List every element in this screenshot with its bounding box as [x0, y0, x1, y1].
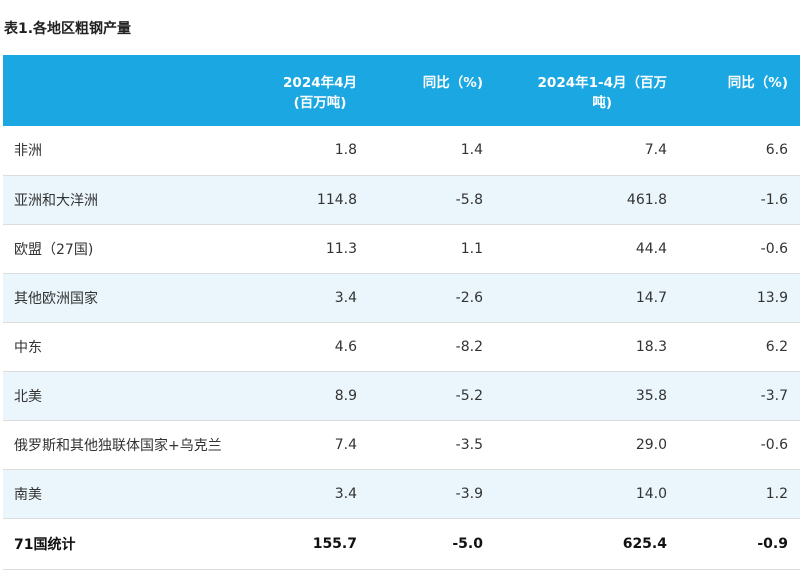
cell-april: 8.9	[334, 387, 357, 404]
cell-ytd-yoy: 6.2	[765, 338, 788, 355]
cell-ytd: 44.4	[635, 240, 667, 257]
cell-april: 1.8	[334, 142, 357, 159]
cell-april-yoy: -3.5	[455, 436, 483, 453]
table-row: 非洲 1.8 1.4 7.4 6.6	[3, 126, 800, 175]
cell-april: 4.6	[334, 338, 357, 355]
cell-region: 其他欧洲国家	[14, 290, 98, 307]
cell-region: 北美	[14, 388, 42, 405]
cell-april: 3.4	[334, 485, 357, 502]
cell-ytd-yoy: 6.6	[765, 142, 788, 159]
cell-ytd: 14.7	[635, 289, 667, 306]
steel-production-table: 2024年4月 (百万吨) 同比（%) 2024年1-4月（百万 吨) 同比（%…	[3, 55, 800, 570]
header-region	[3, 55, 240, 126]
cell-ytd-yoy: 13.9	[756, 289, 788, 306]
header-ytd-line2: 吨)	[592, 95, 613, 111]
cell-region: 中东	[14, 339, 42, 356]
header-april-line2: (百万吨)	[293, 95, 347, 111]
table-row: 亚洲和大洋洲 114.8 -5.8 461.8 -1.6	[3, 175, 800, 224]
cell-april-yoy: -8.2	[455, 338, 483, 355]
cell-region: 亚洲和大洋洲	[14, 192, 98, 209]
cell-april: 3.4	[334, 289, 357, 306]
cell-april-yoy: -3.9	[455, 485, 483, 502]
cell-ytd-yoy: -0.6	[760, 240, 788, 257]
cell-ytd: 18.3	[635, 338, 667, 355]
cell-ytd-yoy: -3.7	[760, 387, 788, 404]
table-row: 俄罗斯和其他独联体国家+乌克兰 7.4 -3.5 29.0 -0.6	[3, 420, 800, 469]
header-ytd-yoy: 同比（%)	[727, 75, 788, 91]
table-row: 北美 8.9 -5.2 35.8 -3.7	[3, 371, 800, 420]
cell-ytd: 14.0	[635, 485, 667, 502]
header-april-yoy: 同比（%)	[422, 75, 483, 91]
cell-total-region: 71国统计	[14, 536, 76, 553]
cell-region: 非洲	[14, 143, 42, 160]
cell-total-ytd: 625.4	[622, 535, 667, 552]
header-april-line1: 2024年4月	[283, 75, 357, 91]
cell-ytd-yoy: -1.6	[760, 191, 788, 208]
table-caption: 表1.各地区粗钢产量	[4, 21, 132, 37]
table-total-row: 71国统计 155.7 -5.0 625.4 -0.9	[3, 518, 800, 569]
cell-region: 俄罗斯和其他独联体国家+乌克兰	[14, 437, 222, 454]
cell-total-april-yoy: -5.0	[452, 535, 483, 552]
table-row: 中东 4.6 -8.2 18.3 6.2	[3, 322, 800, 371]
cell-april-yoy: -5.2	[455, 387, 483, 404]
cell-region: 欧盟（27国)	[14, 241, 94, 258]
cell-april-yoy: -5.8	[455, 191, 483, 208]
cell-total-april: 155.7	[312, 535, 357, 552]
cell-ytd: 7.4	[644, 142, 667, 159]
cell-april: 7.4	[334, 436, 357, 453]
cell-april-yoy: 1.1	[460, 240, 483, 257]
cell-april-yoy: 1.4	[460, 142, 483, 159]
table-row: 其他欧洲国家 3.4 -2.6 14.7 13.9	[3, 273, 800, 322]
cell-region: 南美	[14, 486, 42, 503]
cell-april: 11.3	[325, 240, 357, 257]
cell-ytd: 35.8	[635, 387, 667, 404]
cell-total-ytd-yoy: -0.9	[757, 535, 788, 552]
cell-ytd: 461.8	[626, 191, 667, 208]
cell-ytd-yoy: -0.6	[760, 436, 788, 453]
cell-ytd-yoy: 1.2	[765, 485, 788, 502]
header-ytd: 2024年1-4月（百万 吨)	[483, 55, 667, 126]
cell-april-yoy: -2.6	[455, 289, 483, 306]
table-row: 欧盟（27国) 11.3 1.1 44.4 -0.6	[3, 224, 800, 273]
header-april: 2024年4月 (百万吨)	[240, 55, 357, 126]
header-ytd-line1: 2024年1-4月（百万	[537, 75, 667, 91]
cell-april: 114.8	[316, 191, 357, 208]
table-header-row: 2024年4月 (百万吨) 同比（%) 2024年1-4月（百万 吨) 同比（%…	[3, 55, 800, 126]
table-row: 南美 3.4 -3.9 14.0 1.2	[3, 469, 800, 518]
cell-ytd: 29.0	[635, 436, 667, 453]
